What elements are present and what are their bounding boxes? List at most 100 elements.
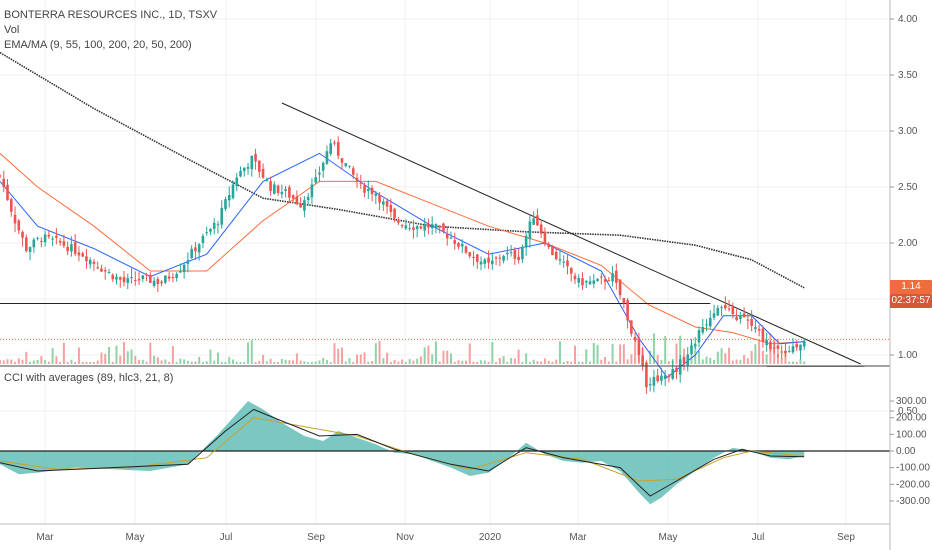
candle-body [464,246,468,253]
volume-bar [543,358,546,364]
volume-bar [438,361,441,364]
candle-body [389,204,393,212]
volume-bar [709,357,712,364]
volume-bar [70,359,73,364]
candle-body [212,222,216,229]
candle-body [265,179,269,181]
candle-body [284,189,287,191]
candle-body [145,274,148,276]
candle-body [795,343,799,348]
candle-body [596,278,599,281]
candle-body [690,345,693,354]
candle-body [28,247,32,253]
candle-body [720,307,723,309]
volume-bar [589,361,592,364]
candle-body [671,368,675,379]
candle-body [577,278,581,283]
candle-body [242,167,246,172]
volume-bar [55,356,58,364]
volume-bar [310,361,313,364]
candle-body [310,184,314,198]
volume-bar [765,354,768,364]
candle-body [547,243,550,248]
volume-bar [799,358,802,364]
volume-bar [476,361,479,364]
candles [0,136,806,394]
candle-body [182,264,186,273]
candle-body [569,268,573,274]
candle-body [325,151,329,164]
candle-body [453,240,457,244]
candle-body [506,252,509,255]
candle-body [81,253,84,257]
volume-bar [258,360,261,364]
candle-body [588,281,592,285]
candle-body [179,270,182,273]
volume-bar [145,361,148,364]
volume-bar [89,361,92,364]
volume-bar [201,361,204,364]
volume-bar [111,361,114,364]
candle-body [254,153,257,162]
time-tick-label: Sep [837,532,855,543]
candle-body [438,225,442,227]
candle-body [190,248,193,259]
candle-body [366,189,370,191]
volume-bar [408,359,411,364]
volume-bar [562,361,565,364]
candle-body [607,280,611,282]
volume-bar [480,360,483,364]
time-tick-label: Sep [307,532,325,543]
volume-bar [340,347,343,364]
candle-body [205,232,208,234]
volume-bar [510,358,513,364]
volume-bar [209,349,212,364]
cci-tick-label: 200.00 [896,413,927,424]
candle-body [160,281,163,284]
volume-bar [720,348,723,364]
candle-body [415,226,419,230]
volume-bar [220,361,223,364]
volume-bar [495,361,498,364]
volume-legend: Vol [4,24,20,36]
candle-body [291,195,295,199]
cci-tick-label: 100.00 [896,429,927,440]
candle-body [340,158,344,163]
volume-bar [314,361,317,364]
ema-legend: EMA/MA (9, 55, 100, 200, 20, 50, 200) [4,39,192,51]
candle-body [273,184,276,194]
volume-bar [322,357,325,364]
volume-bar [292,360,295,364]
volume-bar [600,359,603,364]
candle-body [502,256,505,261]
candle-body [333,142,336,144]
volume-bar [750,350,753,364]
volume-bar [81,361,84,364]
volume-bar [164,359,167,364]
cci-title: CCI with averages (89, hlc3, 21, 8) [4,372,174,384]
candle-body [735,317,738,321]
price-tick-label: 0.50 [898,406,918,417]
candle-body [404,225,408,229]
volume-bar [224,361,227,364]
volume-bar [288,360,291,364]
candle-body [543,231,547,245]
candle-body [397,220,400,223]
candle-body [468,252,472,257]
volume-bar [141,359,144,364]
volume-bar [483,360,486,364]
candle-body [6,185,9,201]
volume-bar [262,355,265,364]
candle-body [731,306,735,315]
cci-tick-label: 0.00 [896,446,916,457]
candle-body [675,367,678,373]
price-legend: BONTERRA RESOURCES INC., 1D, TSXV Vol EM… [4,8,217,53]
volume-bar [449,353,452,364]
volume-bar [694,343,697,364]
volume-bar [746,358,749,364]
candle-body [742,313,746,318]
candle-body [498,257,502,259]
volume-bar [731,360,734,364]
candle-body [802,340,806,347]
